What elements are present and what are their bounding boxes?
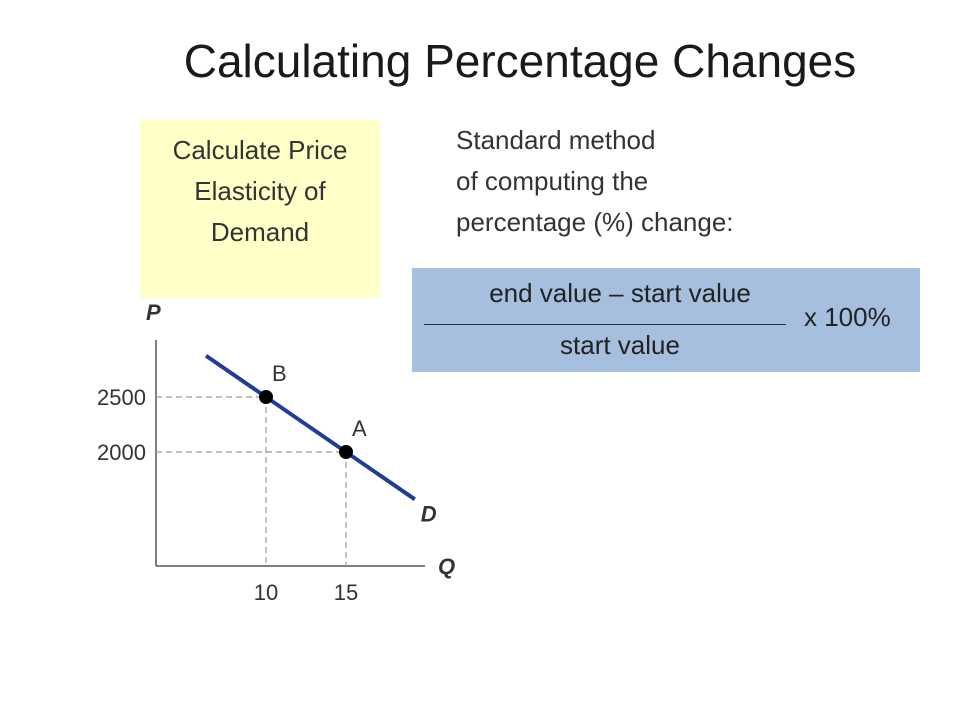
y-tick-label: 2500 [97, 385, 146, 410]
method-text: Standard method of computing the percent… [456, 120, 734, 243]
slide-title: Calculating Percentage Changes [183, 35, 857, 87]
task-line: Elasticity of [194, 176, 326, 206]
data-point [339, 445, 353, 459]
point-label: B [272, 361, 287, 386]
demand-curve [204, 354, 416, 501]
x-tick-label: 10 [254, 580, 278, 605]
method-line: Standard method [456, 125, 656, 155]
x-tick-label: 15 [334, 580, 358, 605]
method-line: percentage (%) change: [456, 207, 734, 237]
formula-numerator: end value – start value [489, 278, 751, 308]
x-axis-label: Q [438, 554, 455, 579]
y-tick-label: 2000 [97, 440, 146, 465]
y-axis-label: P [146, 300, 161, 325]
point-label: A [352, 416, 367, 441]
fraction-bar [424, 324, 786, 325]
task-line: Calculate Price [172, 135, 348, 165]
task-box: Calculate Price Elasticity of Demand [140, 120, 380, 298]
formula-multiplier: x 100% [804, 302, 891, 332]
formula-denominator: start value [560, 330, 680, 360]
data-point [259, 390, 273, 404]
task-line: Demand [210, 217, 310, 247]
method-line: of computing the [456, 166, 649, 196]
demand-curve-label: D [421, 501, 437, 526]
formula-box: end value – start value start value x 10… [412, 268, 920, 372]
